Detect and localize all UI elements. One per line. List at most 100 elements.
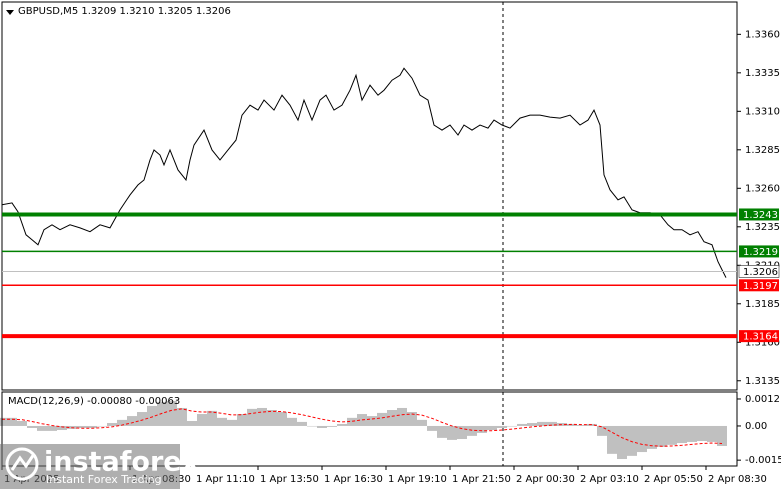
macd-bar (297, 421, 307, 426)
macd-bar (0, 417, 7, 426)
macd-bar (667, 425, 677, 445)
last-price-label: 1.3206 (743, 267, 778, 278)
macd-bar (127, 416, 137, 426)
macd-bar (227, 419, 237, 426)
macd-bar (387, 409, 397, 426)
y-tick-label: 1.3185 (745, 299, 780, 310)
watermark-brand: instaforex (44, 447, 199, 478)
level-label: 1.3219 (743, 247, 778, 258)
macd-bar (627, 425, 637, 456)
macd-bar (77, 425, 87, 428)
macd-bar (657, 425, 667, 447)
watermark: instaforex Instant Forex Trading (0, 444, 199, 489)
level-label-box (739, 208, 779, 221)
macd-title: MACD(12,26,9) -0.00080 -0.00063 (8, 396, 180, 407)
macd-bar (447, 425, 457, 440)
x-tick-label: 2 Apr 08:30 (708, 474, 767, 485)
macd-bar (487, 425, 497, 431)
macd-bar (707, 425, 717, 442)
macd-bar (527, 423, 537, 426)
macd-bar (697, 425, 707, 442)
macd-bar (217, 417, 227, 426)
macd-bar (97, 425, 107, 427)
macd-bar (637, 425, 647, 453)
y-tick-label: 1.3285 (745, 145, 780, 156)
x-tick-label: 2 Apr 00:30 (516, 474, 575, 485)
macd-bar (547, 421, 557, 426)
x-tick-label: 1 Apr 21:50 (452, 474, 511, 485)
macd-bar (17, 421, 27, 426)
logo-icon-arrow (10, 453, 36, 471)
macd-bar (367, 416, 377, 426)
last-price-box (738, 265, 780, 278)
macd-bar (257, 407, 267, 426)
macd-bar (87, 425, 97, 428)
level-label: 1.3243 (743, 210, 778, 221)
macd-bar (587, 423, 597, 426)
y-tick-label: 1.3260 (745, 183, 780, 194)
y-tick-label: 1.3335 (745, 68, 780, 79)
macd-bar (117, 419, 127, 426)
macd-bar (607, 425, 617, 454)
dropdown-arrow[interactable] (6, 10, 14, 15)
macd-bar (37, 425, 47, 431)
macd-bar (137, 412, 147, 426)
macd-bar (357, 414, 367, 426)
level-label-box (739, 330, 779, 343)
x-tick-label: 1 Apr 13:50 (260, 474, 319, 485)
macd-bar (27, 425, 37, 428)
macd-bar (157, 401, 167, 426)
macd-bar (477, 425, 487, 433)
macd-bar (437, 425, 447, 438)
price-frame (1, 1, 738, 391)
x-tick-label: 1 Apr 19:10 (388, 474, 447, 485)
macd-bar (567, 423, 577, 426)
level-label: 1.3197 (743, 281, 778, 292)
y-tick-label: 1.3235 (745, 222, 780, 233)
macd-bar (207, 410, 217, 426)
macd-bar (687, 425, 697, 442)
macd-bar (247, 408, 257, 426)
level-label-box (739, 245, 779, 258)
macd-bar (467, 425, 477, 436)
y-tick-label: 1.3135 (745, 376, 780, 387)
x-tick-label: 2 Apr 03:10 (580, 474, 639, 485)
macd-bar (107, 423, 117, 426)
macd-bar (277, 412, 287, 426)
macd-bar (677, 425, 687, 444)
macd-bar (167, 400, 177, 426)
macd-bar (417, 419, 427, 426)
macd-bar (267, 409, 277, 426)
macd-bar (537, 421, 547, 426)
macd-bar (717, 425, 727, 446)
macd-bar (617, 425, 627, 460)
logo-icon (5, 447, 39, 481)
macd-bar (237, 414, 247, 426)
macd-bar (47, 425, 57, 431)
series-line (2, 408, 723, 447)
macd-bar (327, 425, 337, 427)
macd-bar (577, 425, 587, 426)
macd-frame (1, 391, 738, 467)
y-tick-label: 1.3310 (745, 106, 780, 117)
x-tick-label: 1 Apr 11:10 (196, 474, 255, 485)
level-label-box (739, 279, 779, 292)
y-tick-label: 1.3360 (745, 29, 780, 40)
macd-bar (407, 412, 417, 426)
macd-bar (497, 425, 507, 428)
macd-bar (197, 414, 207, 426)
macd-bar (377, 412, 387, 426)
macd-bar (147, 405, 157, 426)
macd-bar (287, 417, 297, 426)
series-line (1, 67, 727, 278)
macd-bar (7, 417, 17, 426)
macd-bar (337, 423, 347, 426)
macd-bar (397, 407, 407, 426)
x-tick-label: 1 Apr 16:30 (324, 474, 383, 485)
y-tick-label: -0.00152 (745, 455, 781, 466)
macd-bar (317, 425, 327, 428)
y-tick-label: 1.3160 (745, 337, 780, 348)
macd-bar (347, 417, 357, 426)
y-tick-label: 0.0012 (745, 394, 780, 405)
